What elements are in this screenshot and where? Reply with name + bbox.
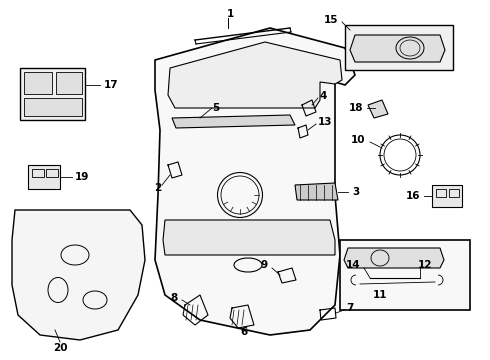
Text: 1: 1 — [226, 9, 234, 19]
Text: 16: 16 — [406, 191, 420, 201]
Polygon shape — [350, 35, 445, 62]
Bar — [46, 169, 58, 177]
Polygon shape — [155, 28, 355, 335]
Text: 7: 7 — [346, 303, 353, 313]
Polygon shape — [168, 42, 342, 108]
Bar — [432, 185, 462, 207]
Bar — [340, 240, 470, 310]
Polygon shape — [163, 220, 335, 255]
Text: 9: 9 — [261, 260, 268, 270]
Bar — [28, 165, 60, 189]
Text: 6: 6 — [241, 327, 247, 337]
Text: 3: 3 — [352, 187, 359, 197]
Polygon shape — [368, 100, 388, 118]
Text: 8: 8 — [171, 293, 178, 303]
Text: 4: 4 — [320, 91, 327, 101]
Text: 11: 11 — [373, 290, 387, 300]
Text: 20: 20 — [53, 343, 67, 353]
Text: 12: 12 — [418, 260, 433, 270]
Bar — [436, 189, 446, 197]
Polygon shape — [344, 248, 444, 268]
Bar — [345, 25, 453, 70]
Text: 19: 19 — [75, 172, 89, 182]
Text: 17: 17 — [104, 80, 119, 90]
Polygon shape — [295, 183, 338, 200]
Text: 2: 2 — [154, 183, 162, 193]
Text: 5: 5 — [212, 103, 219, 113]
Text: 10: 10 — [350, 135, 365, 145]
Bar — [32, 169, 44, 177]
Text: 14: 14 — [345, 260, 360, 270]
Text: 13: 13 — [318, 117, 333, 127]
Bar — [20, 68, 85, 120]
Polygon shape — [12, 210, 145, 340]
Bar — [24, 72, 52, 94]
Bar — [56, 72, 82, 94]
Bar — [449, 189, 459, 197]
Text: 15: 15 — [323, 15, 338, 25]
Text: 18: 18 — [348, 103, 363, 113]
Polygon shape — [172, 115, 295, 128]
Bar — [24, 98, 82, 116]
